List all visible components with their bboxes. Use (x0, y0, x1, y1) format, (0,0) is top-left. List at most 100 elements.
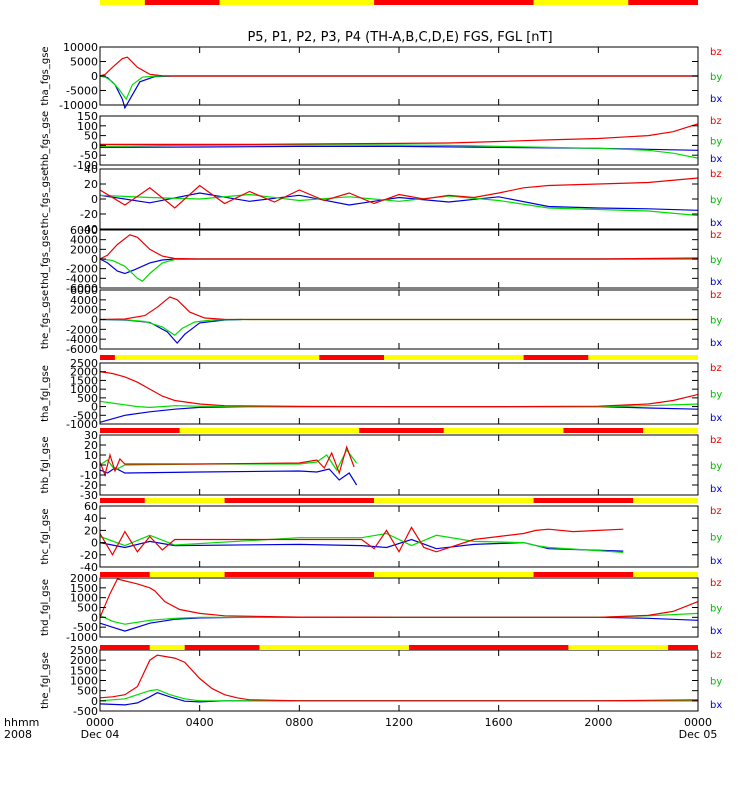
status-bar-segment (100, 355, 115, 360)
status-bar-segment (374, 572, 534, 577)
y-tick-label: 60 (84, 500, 98, 513)
status-bar-segment (319, 355, 385, 360)
y-tick-label: 20 (84, 439, 98, 452)
x-axis-row-label-bottom: 2008 (4, 728, 32, 741)
y-tick-label: 0 (91, 401, 98, 414)
y-tick-label: 500 (77, 602, 98, 615)
status-bar-segment (259, 645, 409, 650)
legend-bx: bx (710, 94, 722, 105)
y-tick-label: 1000 (70, 592, 98, 605)
y-tick-label: -1000 (66, 418, 98, 431)
legend-bz: bz (710, 169, 722, 180)
y-tick-label: 150 (77, 110, 98, 123)
y-tick-label: 5000 (70, 56, 98, 69)
series-by-line (99, 144, 699, 159)
legend-bz: bz (710, 363, 722, 374)
series-by-line (99, 448, 358, 472)
y-axis-label: thc_fgs_gse (40, 170, 51, 229)
status-bar-segment (384, 355, 524, 360)
legend-bx: bx (710, 700, 722, 711)
status-bar-segment (633, 572, 698, 577)
legend-by: by (710, 72, 722, 83)
status-bar-segment (408, 645, 569, 650)
y-axis-label: the_fgs_gse (40, 290, 51, 349)
status-bar-segment (149, 572, 225, 577)
y-tick-label: 0 (91, 139, 98, 152)
series-bx-line (99, 192, 699, 211)
y-tick-label: 4000 (70, 234, 98, 247)
series-bx-line (99, 145, 699, 151)
x-tick-label: 1600 (485, 716, 513, 729)
x-axis-row-label-top: hhmm (4, 716, 39, 729)
legend-bz: bz (710, 506, 722, 517)
legend-by: by (710, 390, 722, 401)
y-tick-label: -2000 (66, 323, 98, 336)
y-axis-label: thd_fgl_gse (40, 579, 51, 636)
legend-bz: bz (710, 650, 722, 661)
y-tick-label: 0 (91, 193, 98, 206)
status-bar-segment (633, 498, 698, 503)
y-axis-label: thb_fgl_gse (40, 437, 51, 494)
status-bar-segment (533, 498, 634, 503)
status-bar-segment (219, 0, 375, 5)
y-tick-label: -4000 (66, 272, 98, 285)
series-by-line (99, 532, 624, 553)
status-bar-segment (568, 645, 669, 650)
y-tick-label: 0 (91, 611, 98, 624)
y-tick-label: 2000 (70, 304, 98, 317)
panel-frame (99, 115, 699, 166)
status-bar-segment (100, 428, 180, 433)
series-bz-line (100, 123, 699, 145)
status-bar-segment (224, 572, 375, 577)
status-bar-segment (588, 355, 698, 360)
series-bx-line (99, 406, 699, 423)
y-tick-label: -5000 (66, 85, 98, 98)
series-bx-line (99, 467, 358, 486)
y-tick-label: 30 (84, 429, 98, 442)
y-tick-label: -6000 (66, 343, 98, 356)
y-axis-label: the_fgl_gse (40, 652, 51, 709)
y-tick-label: -20 (80, 549, 98, 562)
y-tick-label: 1500 (70, 664, 98, 677)
y-tick-label: 1000 (70, 675, 98, 688)
series-bz-line (99, 56, 698, 77)
legend-bx: bx (710, 154, 722, 165)
status-bar-segment (100, 572, 150, 577)
status-bar-segment (100, 645, 150, 650)
series-by-line (99, 193, 699, 217)
status-bar-segment (563, 428, 644, 433)
y-tick-label: -30 (80, 489, 98, 502)
legend-by: by (710, 604, 722, 615)
series-bz-line (99, 445, 355, 477)
y-tick-label: -2000 (66, 263, 98, 276)
legend-bz: bz (710, 116, 722, 127)
y-tick-label: -6000 (66, 282, 98, 295)
legend-bz: bz (710, 578, 722, 589)
panel-frame (99, 505, 699, 568)
status-bar-segment (443, 428, 564, 433)
series-bx-line (99, 692, 698, 706)
y-tick-label: 40 (84, 163, 98, 176)
x-tick-date-label: Dec 04 (81, 728, 120, 741)
y-tick-label: 40 (84, 512, 98, 525)
figure-title: P5, P1, P2, P3, P4 (TH-A,B,C,D,E) FGS, F… (247, 30, 552, 45)
legend-bz: bz (710, 290, 722, 301)
series-bz-line (99, 654, 699, 702)
series-bx-line (99, 318, 243, 345)
y-tick-label: 100 (77, 120, 98, 133)
panel-frame (99, 577, 699, 638)
x-tick-label: 2000 (584, 716, 612, 729)
legend-by: by (710, 677, 722, 688)
y-tick-label: 6000 (70, 284, 98, 297)
series-by-line (99, 258, 698, 282)
legend-by: by (710, 255, 722, 266)
legend-bx: bx (710, 218, 722, 229)
x-tick-label: 1200 (385, 716, 413, 729)
y-tick-label: -20 (80, 208, 98, 221)
status-bar-segment (144, 0, 220, 5)
y-tick-label: -500 (73, 621, 98, 634)
legend-bz: bz (710, 435, 722, 446)
